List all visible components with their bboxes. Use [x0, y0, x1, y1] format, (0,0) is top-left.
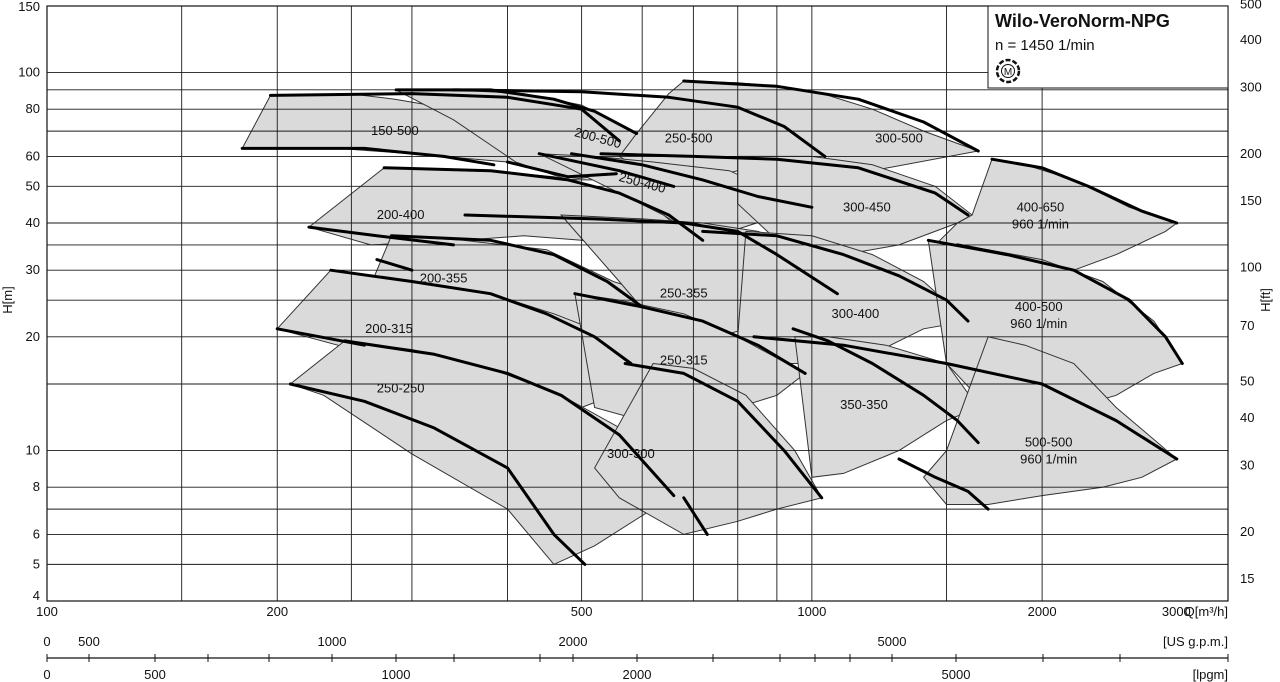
- plot-frame: [46, 5, 1229, 602]
- y-tick-label: 100: [18, 65, 40, 80]
- y-tick-label: 10: [26, 443, 40, 458]
- y2-tick-label: 50: [1240, 373, 1254, 388]
- x-tick-label: 3000: [1162, 604, 1191, 619]
- curve-250-250: [288, 382, 587, 566]
- y2-tick-label: 15: [1240, 571, 1254, 586]
- curve-250-400: [570, 152, 814, 209]
- curve-200-400: [382, 166, 705, 242]
- curve-400-500: [926, 238, 1184, 365]
- y-tick-label: 5: [33, 556, 40, 571]
- lpm-tick-label: 2000: [623, 667, 652, 682]
- label-150-500: 150-500: [371, 123, 419, 138]
- x-tick-label: 200: [266, 604, 288, 619]
- gpm-tick-label: 2000: [559, 634, 588, 649]
- lpm-tick-label: 5000: [942, 667, 971, 682]
- x-tick-label: 2000: [1028, 604, 1057, 619]
- curve-250-355: [463, 213, 839, 296]
- label-250-315: 250-315: [660, 353, 708, 368]
- label-200-400: 200-400: [377, 207, 425, 222]
- y2-tick-label: 30: [1240, 457, 1254, 472]
- y2-tick-label: 500: [1240, 0, 1262, 11]
- y-tick-label: 150: [18, 0, 40, 14]
- gpm-axis-unit: [US g.p.m.]: [1163, 634, 1228, 649]
- curve-200-355: [389, 234, 644, 309]
- curve-150-500: [240, 146, 496, 167]
- label-500-500: 500-500: [1025, 435, 1073, 450]
- gpm-tick-label: 5000: [878, 634, 907, 649]
- y-tick-label: 6: [33, 526, 40, 541]
- y2-tick-label: 200: [1240, 146, 1262, 161]
- y-axis-title: H[m]: [0, 286, 15, 313]
- y-tick-label: 60: [26, 148, 40, 163]
- label-250-500: 250-500: [665, 130, 713, 145]
- y-tick-label: 30: [26, 262, 40, 277]
- motor-icon-inner: [1001, 64, 1015, 78]
- curve-350-350: [791, 327, 980, 445]
- x-tick-label: 500: [571, 604, 593, 619]
- label-speed-400-500: 960 1/min: [1010, 316, 1067, 331]
- y-tick-label: 8: [33, 479, 40, 494]
- y2-tick-label: 70: [1240, 318, 1254, 333]
- chart-subtitle: n = 1450 1/min: [995, 37, 1095, 54]
- curve-500-500: [752, 335, 1179, 461]
- curve-300-300: [623, 362, 824, 500]
- lpm-axis-unit: [lpgm]: [1193, 667, 1228, 682]
- x-tick-label: 100: [36, 604, 58, 619]
- label-200-355: 200-355: [420, 271, 468, 286]
- x-tick-label: 1000: [797, 604, 826, 619]
- curve-300-400: [701, 229, 970, 323]
- curve-200-355: [375, 258, 414, 272]
- y-tick-label: 80: [26, 101, 40, 116]
- lpm-tick-label: 0: [43, 667, 50, 682]
- x-axis-title: Q[m³/h]: [1185, 604, 1228, 619]
- curve-150-500: [269, 92, 621, 143]
- y2-tick-label: 40: [1240, 410, 1254, 425]
- gpm-tick-label: 1000: [318, 634, 347, 649]
- label-250-250: 250-250: [377, 380, 425, 395]
- label-200-315: 200-315: [365, 321, 413, 336]
- lpm-tick-label: 1000: [382, 667, 411, 682]
- y2-tick-label: 20: [1240, 524, 1254, 539]
- label-speed-400-650: 960 1/min: [1012, 216, 1069, 231]
- label-400-650: 400-650: [1017, 199, 1065, 214]
- label-300-400: 300-400: [832, 306, 880, 321]
- label-350-350: 350-350: [840, 397, 888, 412]
- curve-200-400: [307, 225, 455, 247]
- chart-title: Wilo-VeroNorm-NPG: [995, 11, 1170, 31]
- y2-tick-label: 150: [1240, 193, 1262, 208]
- y-tick-label: 4: [33, 588, 40, 603]
- lpm-tick-label: 500: [144, 667, 166, 682]
- motor-icon-letter: M: [1004, 67, 1012, 78]
- y2-tick-label: 300: [1240, 79, 1262, 94]
- curve-400-650: [990, 157, 1179, 225]
- curve-250-315: [573, 292, 807, 375]
- curve-250-500: [452, 88, 827, 158]
- label-400-500: 400-500: [1015, 299, 1063, 314]
- curve-300-450: [599, 152, 970, 217]
- curve-300-300: [682, 496, 709, 536]
- curve-500-500: [897, 457, 990, 511]
- y2-tick-label: 400: [1240, 32, 1262, 47]
- curve-200-315: [329, 268, 633, 365]
- curve-250-250: [343, 339, 676, 498]
- curve-200-500: [506, 160, 618, 179]
- label-250-355: 250-355: [660, 286, 708, 301]
- label-300-500: 300-500: [875, 130, 923, 145]
- gpm-tick-label: 500: [78, 634, 100, 649]
- curve-250-400: [537, 152, 676, 188]
- label-300-450: 300-450: [843, 199, 891, 214]
- title-box: [987, 5, 1229, 89]
- y2-axis-title: H[ft]: [1258, 288, 1273, 312]
- gpm-tick-label: 0: [43, 634, 50, 649]
- label-speed-500-500: 960 1/min: [1020, 452, 1077, 467]
- y-tick-label: 20: [26, 329, 40, 344]
- y-tick-label: 40: [26, 215, 40, 230]
- y-tick-label: 50: [26, 178, 40, 193]
- label-300-300: 300-300: [607, 446, 655, 461]
- curve-250-500: [682, 79, 980, 153]
- y2-tick-label: 100: [1240, 260, 1262, 275]
